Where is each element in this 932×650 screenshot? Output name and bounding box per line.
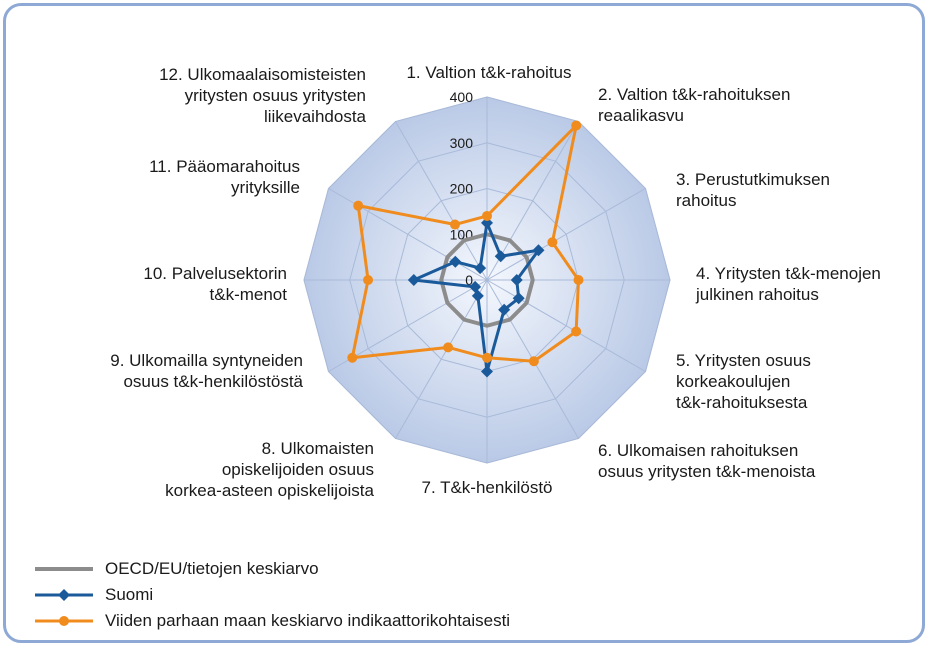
indicator-label-line: korkeakoulujen [676,372,790,391]
indicator-label-line: 9. Ulkomailla syntyneiden [110,351,303,370]
series-line [439,232,535,328]
indicator-label: 9. Ulkomailla syntyneiden osuus t&k-henki… [110,351,303,391]
indicator-label: 12. Ulkomaalaisomisteisten yritysten osuu… [159,65,366,126]
indicator-labels: 1. Valtion t&k-rahoitus 2. Valtion t&k-ra… [110,63,881,500]
data-point-diamond [532,244,545,257]
indicator-label-line: 4. Yritysten t&k-menojen [696,264,881,283]
grid-spoke [486,279,646,372]
indicator-label-line: 7. T&k-henkilöstö [421,478,552,497]
indicator-label-line: yritysten osuus yritysten [185,86,366,105]
data-point-diamond [471,289,484,302]
indicator-label-line: 10. Palvelusektorin [143,264,287,283]
indicator-label: 5. Yritysten osuus korkeakoulujen t&k-raho… [676,351,811,412]
indicator-label-line: 11. Pääomarahoitus [149,157,300,176]
grid-spoke [395,279,488,439]
indicator-label: 1. Valtion t&k-rahoitus [406,63,571,82]
indicator-label: 6. Ulkomaisen rahoituksen osuus yritysten… [598,441,816,481]
indicator-label: 11. Pääomarahoitus yrityksille [149,157,300,197]
data-point-diamond [449,255,462,268]
indicator-label-line: korkea-asteen opiskelijoista [165,481,374,500]
grid-spoke [486,188,646,281]
tick-label: 300 [450,135,474,151]
data-point-diamond [469,280,482,293]
indicator-label-line: t&k-menot [210,285,288,304]
indicator-label: 3. Perustutkimuksen rahoitus [676,170,830,210]
tick-label: 400 [450,89,474,105]
indicator-label-line: reaalikasvu [598,106,684,125]
indicator-label-line: 8. Ulkomaisten [262,439,374,458]
data-point-diamond [512,292,525,305]
data-point-circle [449,219,460,230]
radar-grid [303,96,671,464]
legend-swatch-orange-circle [35,616,93,626]
indicator-label-line: 12. Ulkomaalaisomisteisten [159,65,366,84]
data-point-diamond [474,262,487,275]
legend-item-oecd: OECD/EU/tietojen keskiarvo [35,556,510,582]
indicator-label-line: osuus t&k-henkilöstöstä [123,372,303,391]
data-point-circle [571,326,582,337]
indicator-label: 2. Valtion t&k-rahoituksen reaalikasvu [598,85,790,125]
indicator-label: 7. T&k-henkilöstö [421,478,552,497]
tick-label: 0 [465,272,473,288]
data-point-circle [528,356,539,367]
data-point-circle [363,275,374,285]
indicator-label-line: rahoitus [676,191,736,210]
indicator-label-line: yrityksille [231,178,300,197]
data-point-circle [547,237,558,248]
data-point-diamond [498,303,511,316]
data-point-diamond [481,365,493,378]
indicator-label-line: osuus yritysten t&k-menoista [598,462,816,481]
legend: OECD/EU/tietojen keskiarvo Suomi Viiden … [35,556,510,634]
data-point-diamond [494,250,507,263]
indicator-label-line: 6. Ulkomaisen rahoituksen [598,441,798,460]
indicator-label: 4. Yritysten t&k-menojen julkinen rahoitu… [695,264,881,304]
legend-label-suomi: Suomi [105,585,154,604]
data-point-circle [482,352,492,363]
indicator-label-line: 3. Perustutkimuksen [676,170,830,189]
indicator-label-line: julkinen rahoitus [695,285,819,304]
data-point-circle [347,352,358,363]
indicator-label: 8. Ulkomaisten opiskelijoiden osuus korkea… [165,439,374,500]
tick-label: 200 [450,181,474,197]
legend-item-suomi: Suomi [35,582,510,608]
data-point-circle [443,342,454,353]
legend-swatch-gray-line [35,567,93,571]
legend-label-oecd: OECD/EU/tietojen keskiarvo [105,559,319,578]
data-point-circle [571,120,582,131]
data-point-circle [482,210,492,221]
data-point-diamond [407,274,420,286]
series-layer [347,120,584,378]
indicator-label-line: 5. Yritysten osuus [676,351,811,370]
data-point-circle [573,275,584,285]
indicator-label: 10. Palvelusektorin t&k-menot [143,264,287,304]
indicator-label-line: 1. Valtion t&k-rahoitus [406,63,571,82]
indicator-label-line: opiskelijoiden osuus [222,460,374,479]
indicator-label-line: liikevaihdosta [264,107,367,126]
indicator-label-line: 2. Valtion t&k-rahoituksen [598,85,790,104]
data-point-circle [353,200,364,211]
indicator-label-line: t&k-rahoituksesta [676,393,808,412]
legend-label-top5: Viiden parhaan maan keskiarvo indikaatto… [105,611,511,630]
legend-item-top5: Viiden parhaan maan keskiarvo indikaatto… [35,608,510,634]
legend-swatch-blue-diamond [35,589,93,601]
data-point-diamond [510,274,523,286]
grid-spoke [395,121,488,281]
